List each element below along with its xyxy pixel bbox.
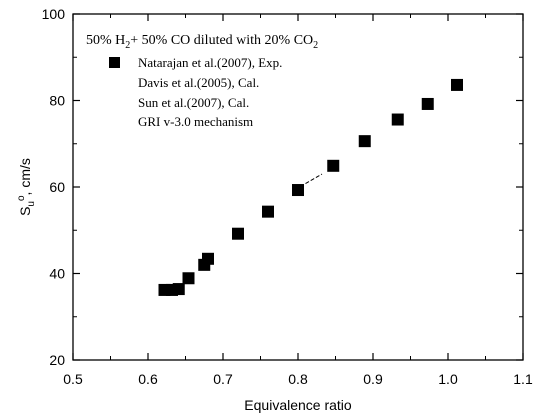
series-lines: [305, 173, 323, 184]
y-tick-label: 80: [49, 93, 65, 109]
series-line: [305, 173, 323, 184]
y-tick-label: 20: [49, 352, 65, 368]
x-tick-label: 1.0: [438, 371, 458, 387]
data-point: [292, 184, 304, 197]
data-point: [391, 113, 404, 126]
data-point: [358, 135, 371, 148]
x-tick-label: 0.5: [63, 371, 83, 387]
legend-entry-2: Davis et al.(2005), Cal.: [138, 75, 259, 90]
data-point: [327, 159, 340, 172]
x-tick-label: 0.6: [138, 371, 158, 387]
data-point: [451, 78, 463, 91]
x-tick-label: 0.9: [363, 371, 383, 387]
y-tick-label: 100: [42, 6, 66, 22]
data-point: [182, 272, 195, 285]
data-point: [202, 252, 214, 265]
data-point: [232, 227, 244, 240]
y-tick-label: 40: [49, 266, 65, 282]
y-tick-label: 60: [49, 179, 65, 195]
legend-marker-natarajan: [109, 57, 120, 68]
data-point: [172, 283, 185, 296]
chart-title: 50% H2+ 50% CO diluted with 20% CO2: [86, 33, 318, 51]
tick-labels: 0.5 0.6 0.7 0.8 0.9 1.0 1.1 20 40 60 80 100: [42, 6, 533, 387]
legend: Natarajan et al.(2007), Exp. Davis et al…: [109, 55, 282, 129]
data-point: [421, 97, 434, 110]
x-tick-label: 1.1: [513, 371, 533, 387]
legend-entry-4: GRI v-3.0 mechanism: [138, 114, 253, 129]
legend-entry-1: Natarajan et al.(2007), Exp.: [138, 55, 282, 70]
legend-entry-3: Sun et al.(2007), Cal.: [138, 95, 249, 110]
y-axis-title: Suo, cm/s: [16, 158, 37, 216]
data-points: [158, 78, 463, 296]
data-point: [262, 205, 274, 218]
x-tick-label: 0.7: [213, 371, 233, 387]
plot-frame: [72, 13, 524, 361]
x-tick-label: 0.8: [288, 371, 308, 387]
x-axis-title: Equivalence ratio: [244, 397, 352, 413]
